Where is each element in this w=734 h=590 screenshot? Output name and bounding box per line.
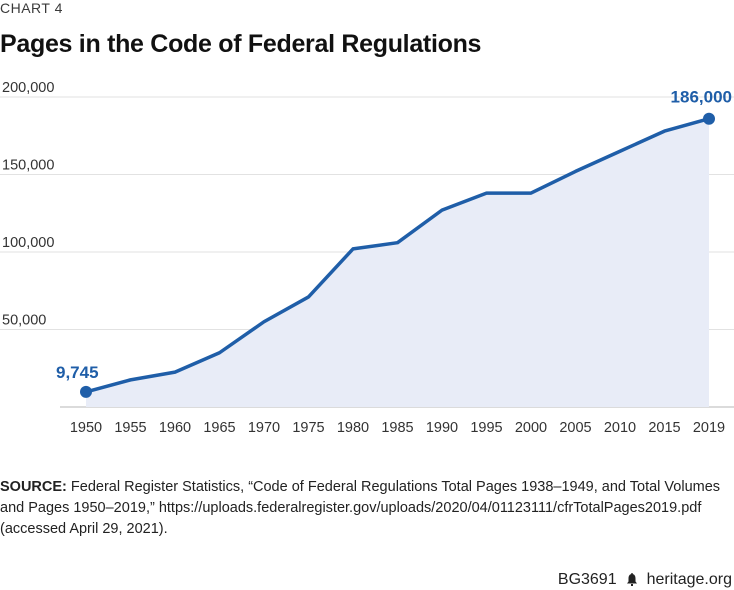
x-tick-label: 1950 — [70, 420, 102, 436]
y-tick-label: 50,000 — [2, 313, 46, 329]
chart-title: Pages in the Code of Federal Regulations — [0, 30, 482, 58]
source-label: SOURCE: — [0, 479, 67, 495]
x-tick-label: 2015 — [648, 420, 680, 436]
y-tick-label: 200,000 — [2, 80, 54, 96]
x-tick-label: 1985 — [381, 420, 413, 436]
x-tick-label: 1955 — [114, 420, 146, 436]
data-point-first — [80, 385, 92, 398]
y-tick-label: 150,000 — [2, 158, 54, 174]
data-label-first: 9,745 — [56, 363, 99, 382]
area-fill — [86, 118, 709, 407]
x-tick-label: 2010 — [604, 420, 636, 436]
chart-kicker: CHART 4 — [0, 0, 63, 16]
x-tick-label: 1965 — [203, 420, 235, 436]
area-chart: 50,000 100,000 150,000 200,000 9,745 186,000 1… — [0, 80, 734, 436]
liberty-bell-icon — [626, 573, 637, 586]
x-tick-label: 1960 — [159, 420, 191, 436]
x-tick-label: 1995 — [470, 420, 502, 436]
series-line — [85, 117, 710, 394]
footer: BG3691 heritage.org — [558, 571, 732, 589]
x-tick-label: 1970 — [248, 420, 280, 436]
data-point-last — [703, 112, 715, 125]
site-name: heritage.org — [646, 571, 732, 588]
report-id: BG3691 — [557, 571, 617, 588]
x-tick-label: 1980 — [337, 420, 369, 436]
data-label-last: 186,000 — [671, 88, 732, 107]
x-tick-label: 2000 — [515, 420, 547, 436]
x-tick-label: 2005 — [559, 420, 591, 436]
source-note: SOURCE: Federal Register Statistics, “Co… — [0, 477, 730, 540]
y-tick-label: 100,000 — [2, 235, 54, 251]
x-tick-label: 1990 — [426, 420, 458, 436]
x-tick-label: 2019 — [693, 420, 725, 436]
x-tick-label: 1975 — [292, 420, 324, 436]
source-text: Federal Register Statistics, “Code of Fe… — [0, 479, 721, 537]
